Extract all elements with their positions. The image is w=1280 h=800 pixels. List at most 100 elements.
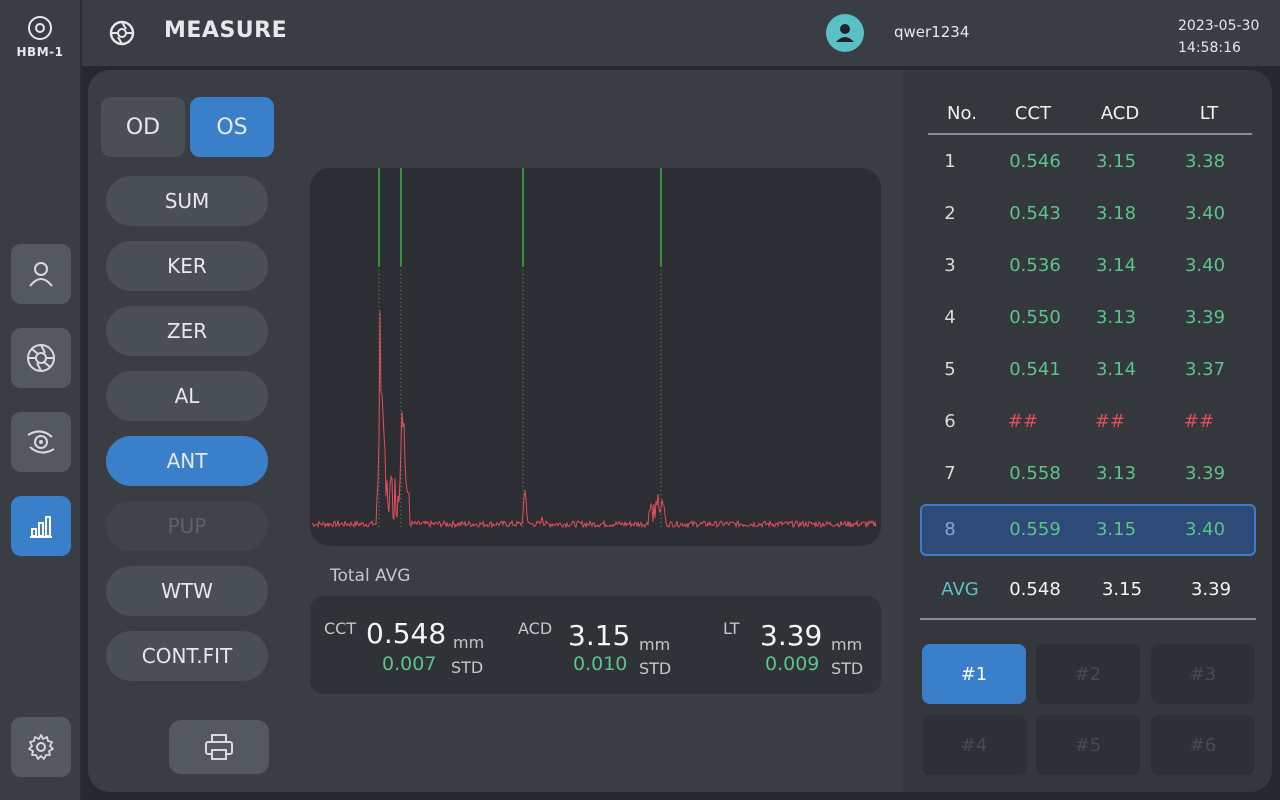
lt-std: 0.009 xyxy=(765,653,820,675)
avg-row: AVG 0.548 3.15 3.39 xyxy=(920,566,1256,614)
brand-logo: HBM-1 xyxy=(0,0,80,66)
echo-signal-trace xyxy=(311,310,877,529)
row-no: 2 xyxy=(944,203,956,224)
table-row[interactable]: 6 ## ## ## xyxy=(920,398,1256,446)
set-6-button[interactable]: #6 xyxy=(1151,715,1255,775)
eye-scan-icon xyxy=(27,430,55,454)
gear-icon xyxy=(28,734,54,760)
nav-results-button[interactable] xyxy=(11,496,71,556)
row-acd: 3.14 xyxy=(1095,359,1137,380)
page-title: MEASURE xyxy=(164,18,288,43)
user-icon xyxy=(29,262,53,287)
row-no: 8 xyxy=(944,519,956,540)
printer-icon xyxy=(205,734,233,760)
header-acd: ACD xyxy=(1100,103,1140,124)
set-3-button[interactable]: #3 xyxy=(1151,644,1255,704)
os-button[interactable]: OS xyxy=(190,97,274,157)
mode-pup-button: PUP xyxy=(106,501,268,551)
mode-al-button[interactable]: AL xyxy=(106,371,268,421)
row-no: 6 xyxy=(944,411,956,432)
set-4-button[interactable]: #4 xyxy=(922,715,1026,775)
row-no: 3 xyxy=(944,255,956,276)
header-cct: CCT xyxy=(1014,103,1052,124)
mode-ant-button[interactable]: ANT xyxy=(106,436,268,486)
lt-value: 3.39 xyxy=(760,619,823,652)
cct-value: 0.548 xyxy=(366,617,447,650)
row-cct: 0.541 xyxy=(1009,359,1061,380)
acd-unit: mm xyxy=(639,635,671,654)
mode-wtw-button[interactable]: WTW xyxy=(106,566,268,616)
row-cct: 0.536 xyxy=(1009,255,1061,276)
row-acd: 3.15 xyxy=(1095,151,1137,172)
username: qwer1234 xyxy=(894,23,970,41)
table-row[interactable]: 4 0.550 3.13 3.39 xyxy=(920,294,1256,342)
table-row[interactable]: 1 0.546 3.15 3.38 xyxy=(920,138,1256,186)
row-acd: 3.14 xyxy=(1095,255,1137,276)
user-icon xyxy=(836,24,854,42)
mode-contfit-button[interactable]: CONT.FIT xyxy=(106,631,268,681)
total-avg-title: Total AVG xyxy=(330,566,411,586)
waveform-plot xyxy=(311,168,877,530)
nav-patient-button[interactable] xyxy=(11,244,71,304)
row-cct: ## xyxy=(1007,411,1039,432)
cct-unit: mm xyxy=(453,633,485,652)
row-acd: 3.13 xyxy=(1095,307,1137,328)
avg-cct: 0.548 xyxy=(1009,579,1061,600)
nav-measure-button[interactable] xyxy=(11,328,71,388)
aperture-icon xyxy=(109,20,135,46)
set-5-button[interactable]: #5 xyxy=(1036,715,1140,775)
row-no: 5 xyxy=(944,359,956,380)
acd-std: 0.010 xyxy=(573,653,628,675)
datetime: 2023-05-30 14:58:16 xyxy=(1178,15,1259,59)
user-avatar[interactable] xyxy=(826,14,864,52)
row-cct: 0.546 xyxy=(1009,151,1061,172)
od-button[interactable]: OD xyxy=(101,97,185,157)
row-acd: 3.18 xyxy=(1095,203,1137,224)
acd-std-label: STD xyxy=(639,659,672,678)
table-row-selected[interactable]: 8 0.559 3.15 3.40 xyxy=(920,504,1256,556)
header-divider xyxy=(928,133,1252,135)
lt-unit: mm xyxy=(831,635,863,654)
target-icon xyxy=(28,16,52,40)
set-1-button[interactable]: #1 xyxy=(922,644,1026,704)
header-lt: LT xyxy=(1199,103,1219,124)
table-row[interactable]: 3 0.536 3.14 3.40 xyxy=(920,242,1256,290)
cct-label: CCT xyxy=(324,619,357,638)
ascan-waveform xyxy=(310,168,881,546)
lt-std-label: STD xyxy=(831,659,864,678)
brand-name: HBM-1 xyxy=(16,45,64,59)
row-no: 1 xyxy=(944,151,956,172)
acd-label: ACD xyxy=(518,619,553,638)
row-lt: 3.40 xyxy=(1184,255,1226,276)
avg-divider xyxy=(920,618,1256,620)
mode-sum-button[interactable]: SUM xyxy=(106,176,268,226)
aperture-icon xyxy=(27,344,55,372)
avg-lt: 3.39 xyxy=(1190,579,1232,600)
table-row[interactable]: 2 0.543 3.18 3.40 xyxy=(920,190,1256,238)
acd-value: 3.15 xyxy=(568,619,631,652)
cct-std-label: STD xyxy=(451,658,484,677)
mode-zer-button[interactable]: ZER xyxy=(106,306,268,356)
row-cct: 0.543 xyxy=(1009,203,1061,224)
print-button[interactable] xyxy=(169,720,269,774)
row-lt: ## xyxy=(1183,411,1215,432)
mode-ker-button[interactable]: KER xyxy=(106,241,268,291)
row-cct: 0.559 xyxy=(1009,519,1061,540)
lt-label: LT xyxy=(723,619,740,638)
total-avg-box xyxy=(310,596,881,694)
nav-scan-button[interactable] xyxy=(11,412,71,472)
table-row[interactable]: 7 0.558 3.13 3.39 xyxy=(920,450,1256,498)
top-bar xyxy=(0,0,1280,66)
row-no: 4 xyxy=(944,307,956,328)
row-lt: 3.40 xyxy=(1184,203,1226,224)
table-row[interactable]: 5 0.541 3.14 3.37 xyxy=(920,346,1256,394)
row-lt: 3.39 xyxy=(1184,463,1226,484)
nav-settings-button[interactable] xyxy=(11,717,71,777)
row-lt: 3.38 xyxy=(1184,151,1226,172)
set-2-button[interactable]: #2 xyxy=(1036,644,1140,704)
row-lt: 3.40 xyxy=(1184,519,1226,540)
time: 14:58:16 xyxy=(1178,40,1241,56)
row-acd: ## xyxy=(1094,411,1126,432)
row-cct: 0.550 xyxy=(1009,307,1061,328)
avg-label: AVG xyxy=(941,579,979,600)
